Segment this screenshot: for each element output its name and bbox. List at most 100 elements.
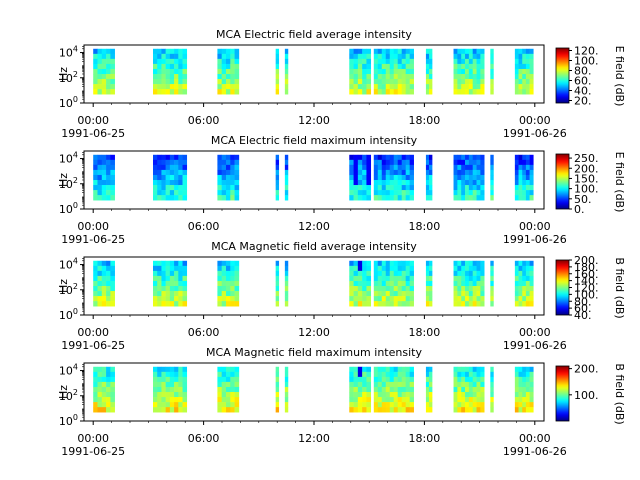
spectrogram-cell [221, 190, 227, 196]
spectrogram-cell [381, 84, 387, 90]
spectrogram-cell [409, 260, 414, 267]
spectrogram-cell [385, 381, 391, 388]
spectrogram-cell [465, 180, 470, 186]
spectrogram-cell [217, 376, 222, 383]
spectrogram-cell [389, 270, 395, 277]
spectrogram-cell [353, 386, 359, 393]
spectrogram-cell [157, 296, 162, 302]
x-tick-label: 06:00 [188, 432, 220, 445]
spectrogram-cell [377, 190, 383, 196]
spectrogram-cell [182, 68, 188, 75]
spectrogram-cell [476, 74, 481, 80]
spectrogram-cell [174, 402, 179, 408]
spectrogram-cell [389, 275, 395, 282]
spectrogram-cell [457, 260, 462, 267]
spectrogram-cell [525, 381, 530, 388]
spectrogram-cell [409, 195, 414, 201]
spectrogram-cell [93, 381, 98, 388]
spectrogram-cell [377, 195, 383, 201]
spectrogram-cell [362, 195, 367, 201]
spectrogram-cell [397, 397, 403, 403]
spectrogram-cell [409, 89, 414, 95]
spectrogram-cell [217, 180, 222, 186]
spectrogram-cell [393, 397, 399, 403]
spectrogram-cell [465, 89, 470, 95]
spectrogram-cell [93, 286, 98, 292]
colorbar-tick-label: 180. [574, 261, 599, 274]
spectrogram-cell [472, 260, 477, 267]
colorbar-tick-label: 150. [574, 172, 599, 185]
spectrogram-cell [480, 159, 485, 166]
spectrogram-cell [389, 397, 395, 403]
spectrogram-cell [174, 58, 179, 65]
spectrogram-cell [106, 68, 111, 75]
spectrogram-cell [93, 260, 98, 267]
spectrogram-cell [174, 195, 179, 201]
colorbar-tick-label: 50. [574, 193, 592, 206]
spectrogram-cell [357, 48, 363, 55]
spectrogram-cell [357, 402, 363, 408]
spectrogram-cell [353, 402, 359, 408]
spectrogram-cell [480, 402, 485, 408]
spectrogram-cell [453, 371, 458, 378]
spectrogram-cell [161, 89, 166, 95]
spectrogram-cell [377, 296, 383, 302]
spectrogram-cell [106, 74, 111, 80]
spectrogram-cell [110, 74, 115, 80]
spectrogram-cell [397, 68, 403, 75]
spectrogram-cell [529, 53, 534, 60]
spectrogram-cell [284, 159, 289, 166]
spectrogram-cell [178, 397, 183, 403]
spectrogram-cell [480, 180, 485, 186]
spectrogram-cell [522, 154, 527, 161]
spectrogram-cell [174, 154, 179, 161]
spectrogram-cell [490, 280, 494, 287]
spectrogram-cell [353, 371, 359, 378]
spectrogram-cell [97, 407, 103, 413]
spectrogram-cell [366, 154, 372, 161]
spectrogram-cell [373, 58, 379, 65]
spectrogram-cell [468, 296, 473, 302]
spectrogram-cell [381, 169, 387, 176]
spectrogram-cell [169, 280, 175, 287]
spectrogram-cell [110, 397, 115, 403]
spectrogram-cell [397, 275, 403, 282]
spectrogram-cell [284, 296, 289, 302]
spectrogram-cell [165, 407, 171, 413]
spectrogram-cell [490, 174, 494, 181]
spectrogram-cell [525, 68, 530, 75]
spectrogram-cell [389, 392, 395, 398]
spectrogram-cell [476, 53, 481, 60]
spectrogram-cell [468, 371, 473, 378]
spectrogram-cell [101, 63, 107, 70]
spectrogram-cell [409, 53, 414, 60]
spectrogram-cell [157, 58, 162, 65]
spectrogram-cell [393, 371, 399, 378]
spectrogram-cell [409, 48, 414, 55]
spectrogram-cell [401, 270, 406, 277]
spectrogram-cell [284, 371, 289, 378]
spectrogram-cell [93, 386, 98, 393]
spectrogram-cell [178, 169, 183, 176]
spectrogram-cell [381, 275, 387, 282]
spectrogram-cell [101, 366, 107, 373]
spectrogram-cell [97, 275, 103, 282]
spectrogram-cell [178, 392, 183, 398]
spectrogram-cell [182, 74, 188, 80]
spectrogram-cell [357, 169, 363, 176]
spectrogram-cell [349, 164, 354, 171]
spectrogram-cell [174, 190, 179, 196]
spectrogram-cell [161, 376, 166, 383]
spectrogram-cell [457, 58, 462, 65]
spectrogram-cell [472, 296, 477, 302]
spectrogram-cell [465, 376, 470, 383]
spectrogram-cell [476, 190, 481, 196]
spectrogram-cell [234, 386, 240, 393]
spectrogram-cell [101, 174, 107, 181]
spectrogram-cell [393, 260, 399, 267]
spectrogram-cell [165, 371, 171, 378]
spectrogram-cell [385, 407, 391, 413]
spectrogram-cell [165, 164, 171, 171]
spectrogram-cell [401, 58, 406, 65]
spectrogram-cell [397, 291, 403, 297]
